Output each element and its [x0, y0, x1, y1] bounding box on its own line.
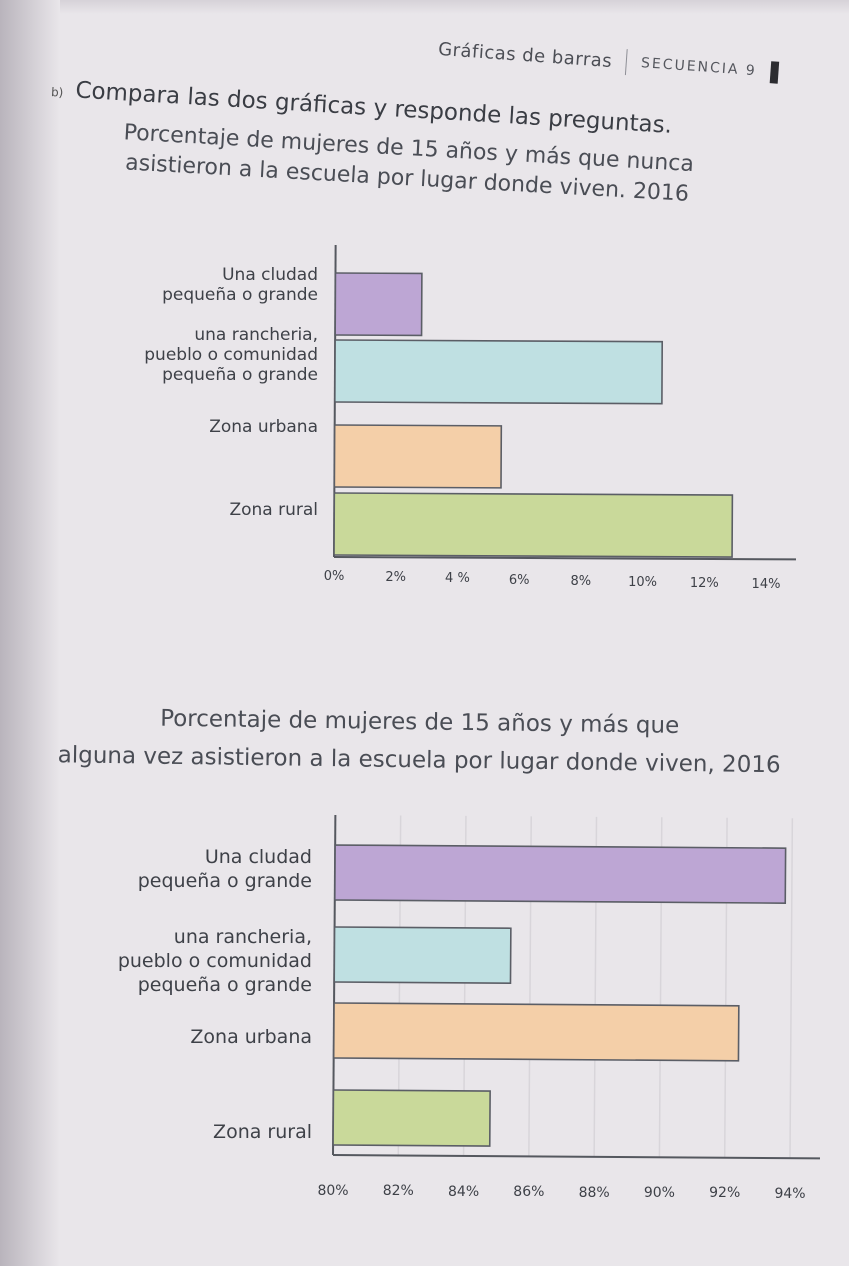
- header-sequence-label: SECUENCIA 9: [640, 55, 758, 80]
- chart-2-tick-label: 90%: [643, 1185, 675, 1201]
- chart-1-tick-label: 2%: [385, 570, 407, 586]
- chart-2-tick-label: 94%: [774, 1185, 806, 1202]
- chart-1-tick-label: 10%: [628, 575, 658, 590]
- chart-1-tick-label: 4 %: [445, 571, 470, 587]
- chart-2-category-label-rancheria: una rancheria, pueblo o comunidad pequeñ…: [117, 926, 312, 996]
- chart-1-bar-zona-urbana: [333, 424, 503, 489]
- chart-1-category-label-zona-rural: Zona rural: [229, 500, 318, 520]
- chart-2-bar-rancheria: [333, 926, 512, 985]
- chart-2-category-label-zona-urbana: Zona urbana: [190, 1026, 312, 1048]
- chart-1-bar-zona-rural: [333, 492, 734, 558]
- chart-1-category-label-rancheria: una rancheria, pueblo o comunidad pequeñ…: [144, 325, 318, 385]
- chart-1-tick-label: 8%: [570, 573, 592, 589]
- chart-2-group: [332, 815, 820, 1160]
- chart-2-tick-label: 82%: [382, 1183, 414, 1200]
- chart-1-category-label-zona-urbana: Zona urbana: [209, 417, 318, 437]
- page-top-edge: [60, 0, 849, 14]
- chart-2-category-label-zona-rural: Zona rural: [213, 1121, 312, 1143]
- chart-1-tick-label: 0%: [323, 569, 345, 584]
- chart-1-tick-label: 14%: [751, 577, 781, 593]
- chart-2-tick-label: 86%: [513, 1184, 545, 1201]
- chart-2-bar-zona-rural: [332, 1089, 491, 1147]
- chart-1-tick-label: 12%: [689, 576, 719, 592]
- chart-1-tick-label: 6%: [508, 572, 530, 588]
- chart-2-title: Porcentaje de mujeres de 15 años y más q…: [57, 705, 781, 779]
- chart-2-tick-label: 92%: [709, 1185, 741, 1202]
- header-divider: [625, 49, 629, 76]
- chart-2-category-label-ciudad: Una cludad pequeña o grande: [137, 846, 312, 892]
- chart-2-tick-label: 88%: [578, 1184, 610, 1201]
- chart-2-x-axis: [332, 1154, 820, 1160]
- page-binding-shadow: [0, 0, 60, 1266]
- chart-1-bar-ciudad: [334, 272, 423, 337]
- header-color-mark: [769, 61, 780, 84]
- chart-1-category-label-ciudad: Una cludad pequeña o grande: [162, 265, 318, 305]
- chart-2-tick-label: 84%: [448, 1183, 480, 1200]
- chart-1-group: [333, 244, 796, 561]
- chart-1-x-axis: [333, 556, 796, 561]
- chart-2-bar-zona-urbana: [332, 1002, 740, 1062]
- chart-2-tick-label: 80%: [317, 1183, 349, 1199]
- chart-1-plot: [333, 244, 796, 561]
- chart-2-bar-ciudad: [333, 844, 787, 904]
- chart-2-plot: [332, 815, 820, 1160]
- instruction-badge: b): [50, 84, 64, 100]
- chart-2-gridline: [789, 818, 794, 1159]
- header-section-title: Gráficas de barras: [437, 38, 613, 72]
- chart-1-bar-rancheria: [334, 339, 664, 405]
- page-header: Gráficas de barras SECUENCIA 9: [437, 24, 830, 101]
